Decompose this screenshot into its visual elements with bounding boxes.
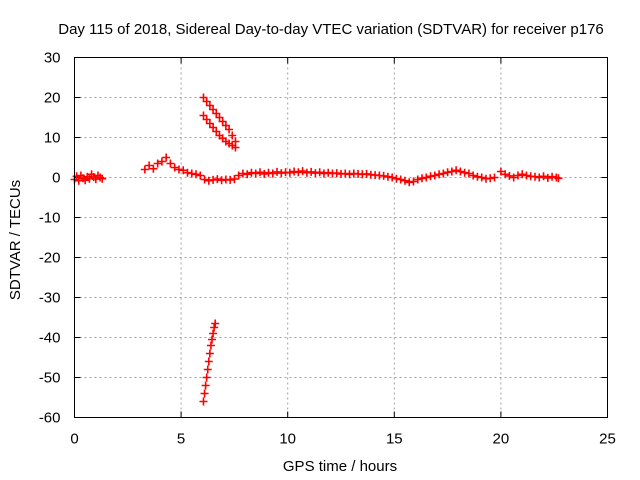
data-point <box>452 166 461 175</box>
y-tick-label: -60 <box>39 410 61 427</box>
data-point <box>203 365 212 374</box>
data-point <box>196 171 205 180</box>
x-tick-label: 25 <box>599 431 616 448</box>
data-point <box>255 168 264 177</box>
data-point <box>170 163 179 172</box>
data-point <box>208 335 217 344</box>
data-point <box>211 319 220 328</box>
data-point <box>205 349 214 358</box>
y-tick-label: -20 <box>39 250 61 267</box>
data-point <box>210 323 219 332</box>
y-tick-label: -30 <box>39 290 61 307</box>
data-point <box>243 170 252 179</box>
data-point <box>200 389 209 398</box>
y-tick-label: 20 <box>44 90 61 107</box>
data-point <box>439 169 448 178</box>
data-point <box>153 159 162 168</box>
data-point <box>202 373 211 382</box>
data-point <box>469 171 478 180</box>
data-point <box>543 173 552 182</box>
data-point <box>298 167 307 176</box>
data-point <box>213 175 222 184</box>
data-point <box>505 171 514 180</box>
y-tick-label: 30 <box>44 50 61 67</box>
data-point <box>490 173 499 182</box>
data-point <box>413 175 422 184</box>
x-tick-label: 10 <box>279 431 296 448</box>
data-point <box>179 166 188 175</box>
data-point <box>201 381 210 390</box>
grid <box>74 57 608 418</box>
data-point <box>230 175 239 184</box>
chart-title: Day 115 of 2018, Sidereal Day-to-day VTE… <box>58 21 604 38</box>
data-point <box>388 173 397 182</box>
y-tick-label: -10 <box>39 210 61 227</box>
data-point <box>315 168 324 177</box>
data-point <box>200 175 209 184</box>
y-axis: -60 -50 -40 -30 -20 -10 0 10 20 30 <box>39 50 608 427</box>
data-point <box>294 168 303 177</box>
x-tick-label: 5 <box>177 431 185 448</box>
data-point <box>98 174 107 183</box>
data-point <box>496 167 505 176</box>
data-point <box>209 329 218 338</box>
data-point <box>234 171 243 180</box>
data-point <box>535 173 544 182</box>
data-point <box>430 171 439 180</box>
data-point <box>422 173 431 182</box>
data-point <box>251 169 260 178</box>
data-point <box>273 167 282 176</box>
data-point <box>231 143 240 152</box>
x-axis-label: GPS time / hours <box>283 458 397 475</box>
data-point <box>228 131 237 140</box>
data-point <box>456 167 465 176</box>
data-point <box>501 170 510 179</box>
data-point <box>554 174 563 183</box>
x-axis: 0 5 10 15 20 25 <box>70 57 616 448</box>
x-tick-label: 20 <box>493 431 510 448</box>
data-series-sdtvar <box>70 93 563 406</box>
x-tick-label: 0 <box>70 431 78 448</box>
data-point <box>409 177 418 186</box>
data-point <box>509 173 518 182</box>
data-point <box>260 169 269 178</box>
data-point <box>166 159 175 168</box>
data-point <box>225 125 234 134</box>
data-point <box>396 175 405 184</box>
data-point <box>518 170 527 179</box>
data-point <box>400 176 409 185</box>
x-tick-label: 15 <box>386 431 403 448</box>
data-point <box>539 172 548 181</box>
data-point <box>477 173 486 182</box>
data-point <box>206 341 215 350</box>
y-tick-label: 10 <box>44 130 61 147</box>
data-point <box>140 165 149 174</box>
y-tick-label: 0 <box>52 170 60 187</box>
plot-frame <box>74 57 608 418</box>
y-tick-label: -50 <box>39 370 61 387</box>
y-axis-label: SDTVAR / TECUs <box>7 180 24 300</box>
data-point <box>513 171 522 180</box>
data-point <box>192 170 201 179</box>
data-point <box>157 157 166 166</box>
data-point <box>307 167 316 176</box>
y-tick-label: -40 <box>39 330 61 347</box>
data-point <box>162 153 171 162</box>
data-point <box>145 161 154 170</box>
data-point <box>204 357 213 366</box>
data-point <box>464 169 473 178</box>
data-point <box>199 397 208 406</box>
data-point <box>268 169 277 178</box>
data-point <box>285 168 294 177</box>
data-point <box>149 164 158 173</box>
data-point <box>447 167 456 176</box>
